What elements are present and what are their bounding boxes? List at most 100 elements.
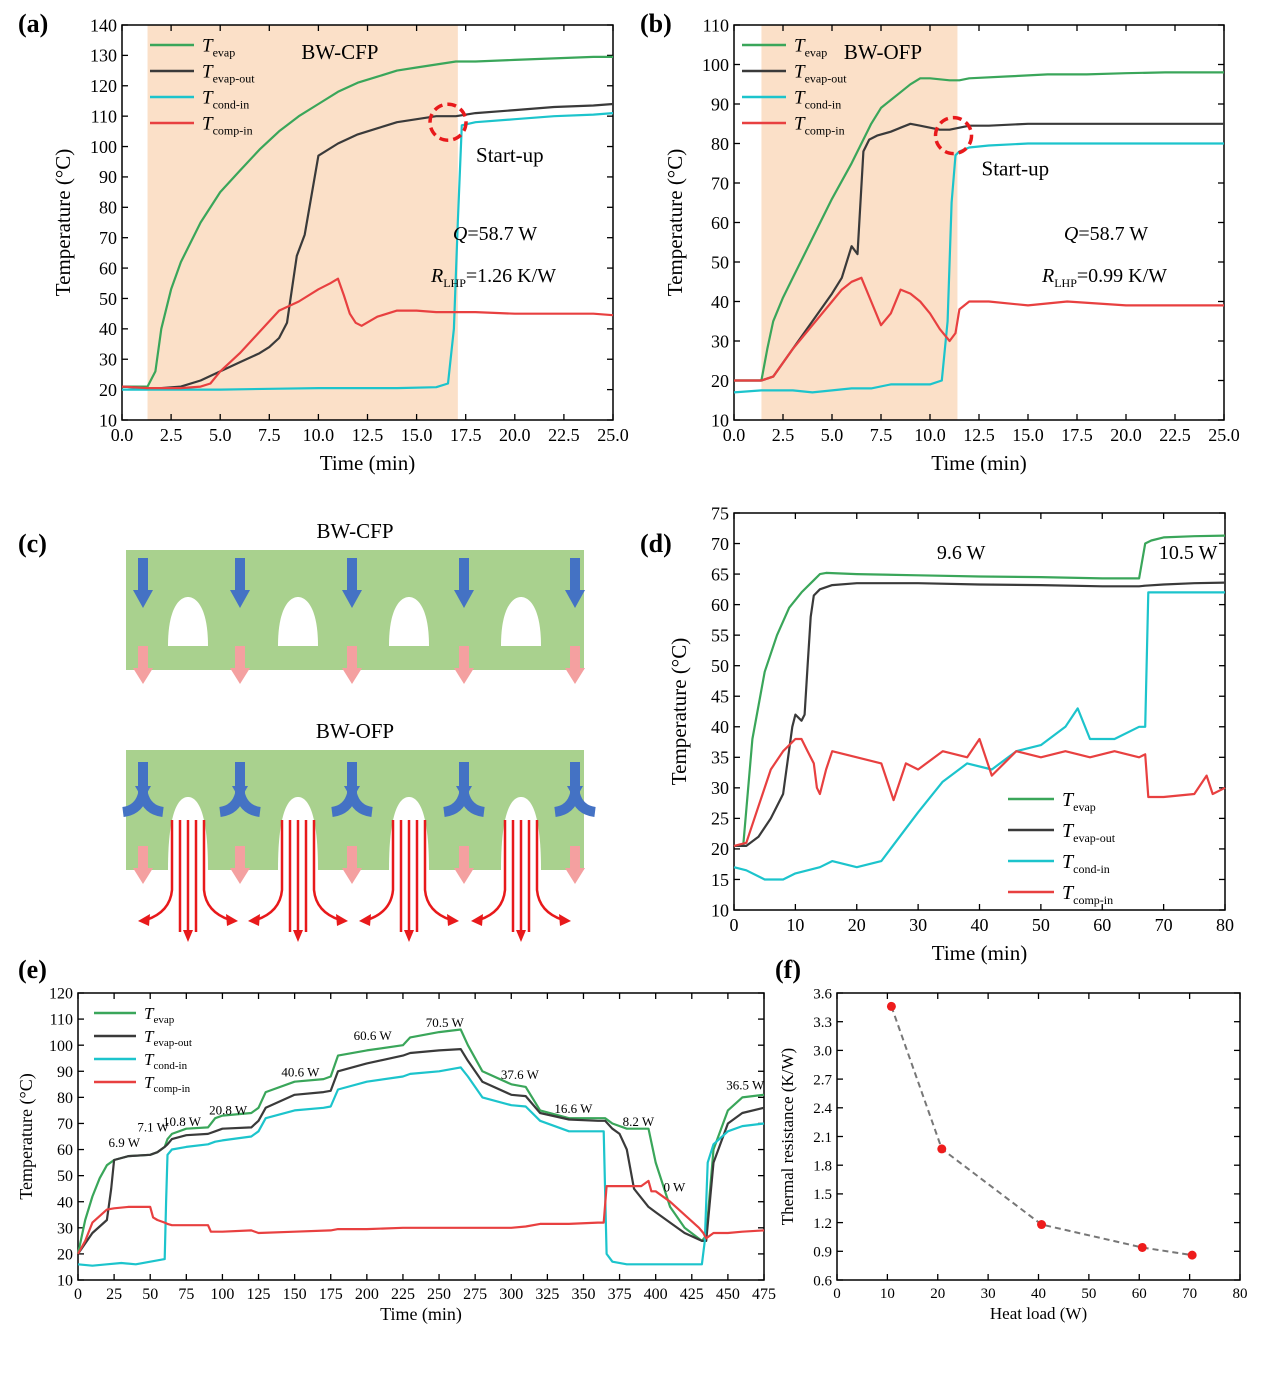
x-tick-label: 10.0 bbox=[914, 425, 946, 445]
x-tick-label: 300 bbox=[499, 1286, 523, 1303]
y-tick-label: 20 bbox=[711, 839, 729, 859]
legend-label-evap: Tevap bbox=[1062, 789, 1096, 814]
x-tick-label: 200 bbox=[355, 1286, 379, 1303]
ofp-liquid-arrow-head-icon bbox=[567, 786, 583, 800]
load-label: 10.8 W bbox=[163, 1114, 202, 1129]
legend-label-evap: Tevap bbox=[794, 36, 827, 60]
x-axis-label: Time (min) bbox=[380, 1304, 462, 1325]
cfp-heat-arrow-shaft bbox=[138, 646, 148, 668]
x-tick-label: 20.0 bbox=[499, 425, 531, 445]
x-tick-label: 10 bbox=[880, 1286, 895, 1302]
ofp-vapor-left-head-icon bbox=[359, 914, 371, 926]
ofp-vapor-curve-left bbox=[145, 820, 174, 922]
ofp-vapor-flow-arrow-icon bbox=[404, 930, 414, 942]
x-tick-label: 0 bbox=[730, 915, 739, 935]
x-tick-label: 50 bbox=[1032, 915, 1050, 935]
ofp-vapor-curve-right bbox=[312, 820, 341, 922]
y-tick-label: 55 bbox=[711, 625, 729, 645]
load-label: 9.6 W bbox=[937, 542, 986, 564]
x-axis-label: Time (min) bbox=[320, 451, 415, 475]
trend-line bbox=[890, 1006, 1193, 1257]
y-tick-label: 50 bbox=[711, 252, 729, 272]
y-tick-label: 20 bbox=[99, 380, 117, 400]
cfp-heat-arrow-shaft bbox=[235, 646, 245, 668]
panel-a-chart: 0.0 2.5 5.0 7.5 10.0 12.5 15.0 17.5 20.0 22.5 25.0… bbox=[51, 15, 629, 475]
ofp-vapor-left-head-icon bbox=[248, 914, 260, 926]
legend-label-cond-in: Tcond-in bbox=[144, 1050, 188, 1072]
x-axis-label: Heat load (W) bbox=[990, 1304, 1087, 1323]
x-tick-label: 70 bbox=[1182, 1286, 1197, 1302]
series-line-cond-in bbox=[733, 142, 1224, 394]
legend-label-evap-out: Tevap-out bbox=[144, 1027, 192, 1049]
ofp-liquid-arrow-head-icon bbox=[232, 786, 248, 800]
series-line-cond-in bbox=[77, 1066, 765, 1267]
ofp-vapor-curve-right bbox=[202, 820, 231, 922]
y-tick-label: 1.2 bbox=[813, 1216, 832, 1232]
ofp-vapor-curve-left bbox=[255, 820, 284, 922]
legend-label-cond-in: Tcond-in bbox=[794, 88, 841, 112]
y-tick-label: 100 bbox=[90, 137, 117, 157]
y-tick-label: 60 bbox=[99, 258, 117, 278]
heat-load-annotation: Q=58.7 W bbox=[453, 223, 537, 245]
y-tick-label: 30 bbox=[711, 331, 729, 351]
load-label: 70.5 W bbox=[426, 1015, 465, 1030]
cfp-vapor-groove bbox=[278, 597, 318, 646]
ofp-heat-arrow-icon bbox=[133, 868, 153, 884]
ofp-vapor-flow-arrow-icon bbox=[183, 930, 193, 942]
panel-d-chart: 0 10 20 30 40 50 60 70 8010152025303540455055606… bbox=[667, 503, 1234, 965]
cfp-heat-arrow-shaft bbox=[347, 646, 357, 668]
ofp-vapor-curve-left bbox=[366, 820, 395, 922]
y-tick-label: 90 bbox=[711, 94, 729, 114]
x-tick-label: 20.0 bbox=[1110, 425, 1142, 445]
y-tick-label: 100 bbox=[702, 55, 729, 75]
x-tick-label: 15.0 bbox=[1012, 425, 1044, 445]
y-tick-label: 110 bbox=[703, 15, 729, 35]
ofp-vapor-curve-right bbox=[535, 820, 564, 922]
ofp-vapor-right-head-icon bbox=[226, 914, 238, 926]
startup-marker bbox=[428, 102, 468, 142]
startup-label: Start-up bbox=[982, 157, 1050, 181]
y-tick-label: 20 bbox=[711, 371, 729, 391]
shade-label: BW-CFP bbox=[301, 40, 378, 64]
x-tick-label: 0 bbox=[74, 1286, 82, 1303]
y-axis-label: Temperature (°C) bbox=[663, 149, 687, 296]
y-tick-label: 110 bbox=[91, 106, 117, 126]
x-tick-label: 50 bbox=[1081, 1286, 1096, 1302]
y-tick-label: 60 bbox=[711, 595, 729, 615]
y-tick-label: 30 bbox=[711, 778, 729, 798]
startup-marker bbox=[933, 115, 974, 156]
resistance-annotation: RLHP=0.99 K/W bbox=[1041, 265, 1167, 290]
shade-label: BW-OFP bbox=[844, 40, 922, 64]
y-axis-label: Temperature (°C) bbox=[667, 638, 691, 785]
load-label: 40.6 W bbox=[281, 1064, 320, 1079]
cfp-liquid-arrow-icon bbox=[230, 558, 250, 608]
ofp-heat-arrow-shaft bbox=[570, 846, 580, 868]
x-tick-label: 250 bbox=[427, 1286, 451, 1303]
y-tick-label: 25 bbox=[711, 809, 729, 829]
ofp-vapor-right-head-icon bbox=[559, 914, 571, 926]
y-tick-label: 0.9 bbox=[813, 1245, 832, 1261]
cfp-liquid-arrow-icon bbox=[454, 558, 474, 608]
x-tick-label: 30 bbox=[981, 1286, 996, 1302]
ofp-liquid-arrow-head-icon bbox=[135, 786, 151, 800]
x-tick-label: 50 bbox=[142, 1286, 158, 1303]
panel-label-f: (f) bbox=[775, 955, 801, 984]
y-tick-label: 20 bbox=[57, 1247, 73, 1264]
load-label: 10.5 W bbox=[1159, 542, 1218, 564]
panel-b-chart: 0.0 2.5 5.0 7.5 10.0 12.5 15.0 17.5 20.0 22.5 25.0… bbox=[663, 15, 1240, 475]
cfp-heat-arrow-icon bbox=[565, 668, 585, 684]
x-tick-label: 12.5 bbox=[352, 425, 384, 445]
x-tick-label: 5.0 bbox=[821, 425, 844, 445]
x-tick-label: 12.5 bbox=[963, 425, 995, 445]
x-tick-label: 17.5 bbox=[450, 425, 482, 445]
load-label: 0 W bbox=[664, 1179, 687, 1194]
ofp-heat-arrow-shaft bbox=[138, 846, 148, 868]
y-tick-label: 60 bbox=[57, 1142, 73, 1159]
load-label: 6.9 W bbox=[108, 1135, 140, 1150]
data-point bbox=[1037, 1220, 1047, 1230]
x-tick-label: 0.0 bbox=[111, 425, 134, 445]
cfp-vapor-groove bbox=[389, 597, 429, 646]
y-tick-label: 60 bbox=[711, 213, 729, 233]
x-tick-label: 325 bbox=[535, 1286, 559, 1303]
series-line-evap bbox=[734, 534, 1226, 848]
